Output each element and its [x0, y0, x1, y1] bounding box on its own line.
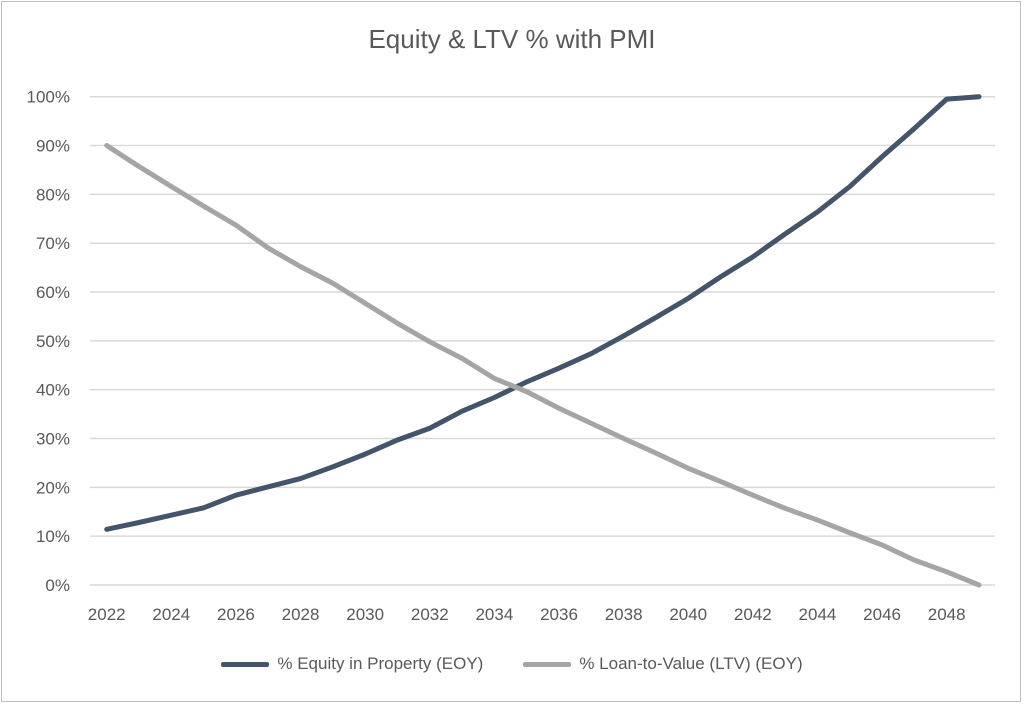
- x-tick-label: 2026: [217, 605, 255, 624]
- series-line-1: [104, 143, 982, 588]
- legend-swatch-equity: [221, 661, 270, 667]
- x-tick-label: 2028: [282, 605, 320, 624]
- series-line-0: [104, 94, 982, 532]
- y-tick-label: 50%: [36, 332, 70, 351]
- x-tick-label: 2044: [799, 605, 837, 624]
- y-tick-label: 80%: [36, 185, 70, 204]
- y-tick-label: 40%: [36, 381, 70, 400]
- y-tick-label: 70%: [36, 234, 70, 253]
- y-tick-label: 100%: [27, 88, 70, 107]
- x-tick-label: 2030: [346, 605, 384, 624]
- legend: % Equity in Property (EOY) % Loan-to-Val…: [0, 654, 1024, 674]
- x-tick-label: 2042: [734, 605, 772, 624]
- legend-item-ltv: % Loan-to-Value (LTV) (EOY): [523, 654, 803, 674]
- x-tick-label: 2024: [152, 605, 190, 624]
- y-tick-label: 10%: [36, 527, 70, 546]
- legend-swatch-ltv: [523, 661, 572, 667]
- legend-item-equity: % Equity in Property (EOY): [221, 654, 483, 674]
- legend-label-ltv: % Loan-to-Value (LTV) (EOY): [579, 654, 803, 673]
- x-tick-label: 2038: [605, 605, 643, 624]
- x-tick-label: 2034: [475, 605, 513, 624]
- y-tick-label: 30%: [36, 430, 70, 449]
- y-tick-label: 0%: [45, 576, 70, 595]
- x-tick-label: 2048: [928, 605, 966, 624]
- x-tick-label: 2036: [540, 605, 578, 624]
- x-tick-label: 2040: [669, 605, 707, 624]
- legend-label-equity: % Equity in Property (EOY): [277, 654, 484, 673]
- y-tick-label: 60%: [36, 283, 70, 302]
- y-tick-label: 20%: [36, 478, 70, 497]
- x-tick-label: 2022: [88, 605, 126, 624]
- x-tick-label: 2032: [411, 605, 449, 624]
- chart-title: Equity & LTV % with PMI: [368, 24, 656, 54]
- y-tick-label: 90%: [36, 137, 70, 156]
- x-tick-label: 2046: [863, 605, 901, 624]
